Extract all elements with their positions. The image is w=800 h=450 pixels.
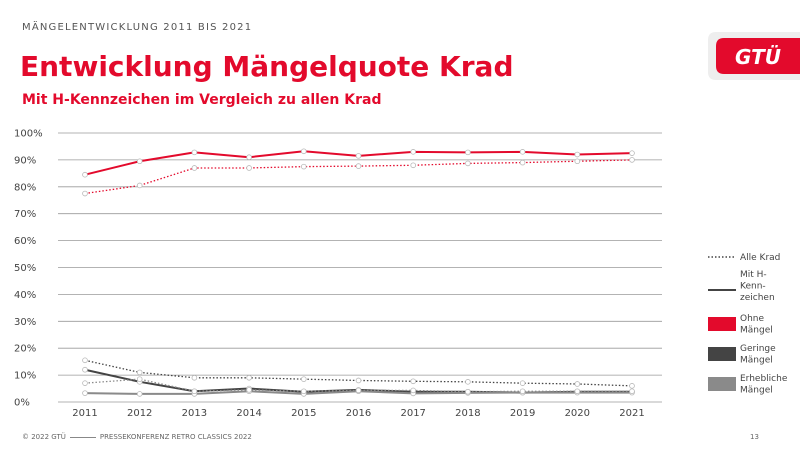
footer: © 2022 GTÜ PRESSEKONFERENZ RETRO CLASSICS…: [22, 433, 252, 441]
data-point: [82, 190, 88, 197]
data-point: [355, 153, 362, 159]
data-point: [82, 366, 88, 373]
y-tick-label: 30%: [14, 317, 36, 328]
footer-copyright: © 2022 GTÜ: [22, 433, 66, 441]
x-tick-label: 2013: [182, 408, 207, 419]
x-tick-label: 2018: [455, 408, 480, 419]
data-point: [574, 381, 581, 387]
data-point: [246, 165, 252, 171]
y-tick-label: 0%: [14, 398, 30, 409]
legend-label-geringe-maengel: Geringe Mängel: [740, 344, 776, 366]
data-point: [82, 380, 88, 386]
y-tick-label: 90%: [14, 155, 36, 166]
data-point: [465, 379, 471, 385]
data-point: [519, 159, 526, 166]
x-tick-label: 2014: [236, 408, 261, 419]
footer-divider: [69, 436, 96, 438]
data-point: [300, 163, 307, 170]
page-number: 13: [750, 433, 759, 441]
y-tick-label: 60%: [14, 236, 36, 247]
data-point: [410, 162, 417, 169]
data-point: [629, 150, 635, 156]
data-point: [246, 154, 252, 161]
legend-label-ohne-maengel: Ohne Mängel: [740, 314, 773, 336]
data-point: [410, 387, 417, 394]
legend-swatch-ohne: [708, 317, 736, 331]
data-point: [82, 171, 88, 178]
series-line-erhebliche-m-ngel-alle-krad: [84, 378, 632, 393]
y-tick-label: 70%: [14, 209, 36, 220]
data-point: [300, 388, 307, 395]
data-point: [246, 374, 252, 381]
y-tick-label: 50%: [14, 263, 36, 274]
y-tick-label: 20%: [14, 344, 36, 355]
data-point: [465, 149, 471, 156]
data-point: [136, 369, 143, 376]
logo-text: GTÜ: [735, 45, 781, 69]
data-point: [300, 148, 307, 155]
data-point: [191, 149, 198, 156]
data-point: [136, 376, 143, 382]
data-point: [629, 383, 635, 389]
gtu-logo: GTÜ: [706, 28, 800, 84]
y-tick-label: 100%: [14, 129, 43, 140]
data-point: [629, 157, 635, 163]
data-point: [410, 149, 417, 155]
y-tick-label: 80%: [14, 182, 36, 193]
data-point: [136, 182, 143, 189]
data-point: [246, 387, 252, 393]
data-point: [191, 388, 198, 395]
data-point: [355, 377, 362, 384]
legend-swatch-geringe: [708, 347, 736, 361]
data-point: [136, 391, 143, 397]
data-point: [355, 163, 362, 169]
data-point: [191, 374, 198, 381]
data-point: [136, 158, 143, 165]
data-point: [82, 390, 88, 396]
data-point: [519, 380, 526, 386]
data-point: [465, 160, 471, 167]
data-point: [191, 165, 198, 171]
slide-kicker: MÄNGELENTWICKLUNG 2011 BIS 2021: [22, 22, 253, 33]
data-point: [519, 149, 526, 155]
data-point: [465, 388, 471, 395]
x-tick-label: 2021: [619, 408, 644, 419]
data-point: [574, 151, 581, 158]
legend-label-erhebliche-maengel: Erhebliche Mängel: [740, 374, 788, 396]
data-point: [410, 378, 417, 385]
data-point: [574, 388, 581, 395]
footer-event: PRESSEKONFERENZ RETRO CLASSICS 2022: [99, 433, 252, 441]
data-point: [300, 376, 307, 382]
x-tick-label: 2016: [346, 408, 371, 419]
legend-label-alle-krad: Alle Krad: [740, 253, 780, 263]
x-tick-label: 2020: [565, 408, 590, 419]
data-point: [519, 388, 526, 395]
y-tick-label: 10%: [14, 371, 36, 382]
legend-swatch-erhebliche: [708, 377, 736, 391]
y-tick-label: 40%: [14, 290, 36, 301]
x-tick-label: 2012: [127, 408, 152, 419]
data-point: [82, 357, 88, 364]
slide-title: Entwicklung Mängelquote Krad: [20, 50, 514, 83]
x-tick-label: 2015: [291, 408, 316, 419]
x-tick-label: 2017: [400, 408, 425, 419]
data-point: [355, 387, 362, 394]
x-tick-label: 2011: [72, 408, 97, 419]
data-point: [574, 158, 581, 165]
data-point: [629, 388, 635, 395]
legend-label-mit-h-kennzeichen: Mit H-Kenn-zeichen: [740, 270, 775, 303]
x-tick-label: 2019: [510, 408, 535, 419]
slide-subtitle: Mit H-Kennzeichen im Vergleich zu allen …: [22, 92, 382, 108]
